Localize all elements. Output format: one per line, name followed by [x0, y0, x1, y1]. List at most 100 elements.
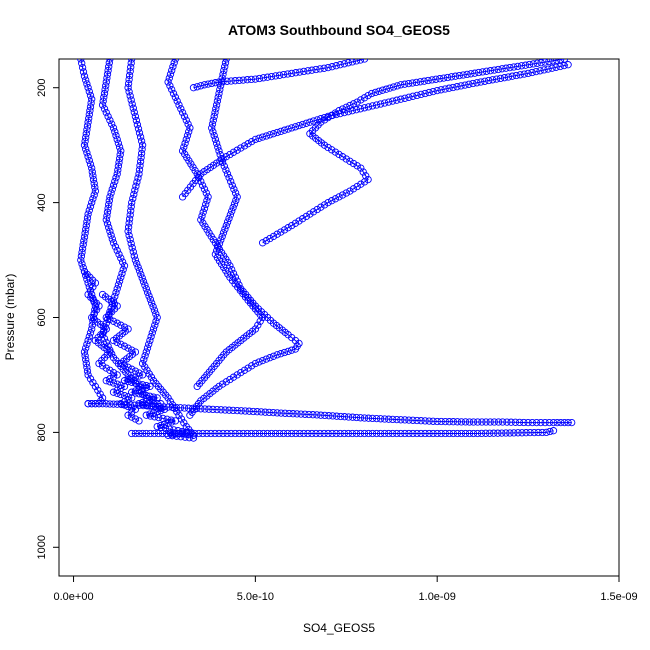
data-point — [522, 429, 530, 437]
data-point — [86, 375, 95, 383]
data-point — [300, 67, 308, 76]
data-point — [211, 79, 220, 87]
data-point — [233, 406, 241, 415]
data-point — [226, 211, 235, 219]
data-point — [83, 367, 92, 375]
data-point — [128, 365, 136, 373]
data-point — [288, 346, 296, 354]
data-point — [447, 73, 456, 81]
data-point — [118, 258, 127, 266]
data-point — [526, 428, 534, 437]
data-point — [255, 134, 263, 142]
data-point — [564, 61, 572, 69]
data-point — [349, 159, 358, 168]
data-point — [239, 76, 247, 84]
data-point — [389, 415, 397, 424]
data-point — [455, 71, 463, 80]
data-point — [237, 407, 245, 415]
data-point — [124, 84, 132, 92]
data-point — [231, 429, 239, 438]
data-point — [130, 190, 138, 199]
series-11 — [80, 267, 143, 425]
data-point — [198, 212, 206, 220]
data-point — [541, 59, 549, 66]
data-point — [503, 418, 511, 426]
data-point — [284, 125, 292, 133]
data-point — [82, 344, 90, 352]
data-point — [168, 85, 176, 94]
data-point — [223, 77, 231, 85]
data-point — [533, 59, 541, 67]
data-point — [453, 429, 462, 438]
data-point — [235, 429, 243, 438]
data-point — [375, 87, 383, 95]
data-point — [82, 130, 90, 138]
data-point — [218, 232, 226, 241]
data-point — [440, 74, 448, 82]
data-point — [457, 418, 466, 426]
y-tick-label: 1000 — [36, 535, 48, 559]
data-point — [103, 212, 111, 220]
data-point — [178, 193, 187, 201]
data-point — [297, 410, 305, 418]
data-point — [425, 88, 433, 97]
data-point — [131, 112, 140, 121]
data-point — [227, 429, 235, 438]
data-point — [515, 418, 524, 427]
data-point — [262, 355, 270, 363]
data-point — [120, 377, 129, 385]
data-point — [348, 59, 356, 66]
data-point — [401, 80, 409, 88]
data-point — [281, 409, 289, 417]
data-point — [131, 389, 140, 397]
data-point — [153, 394, 161, 402]
data-point — [545, 59, 553, 66]
data-point — [95, 359, 103, 368]
data-point — [433, 86, 441, 95]
data-point — [117, 359, 125, 368]
data-point — [92, 306, 101, 314]
data-point — [433, 429, 441, 438]
series-layer — [77, 59, 576, 442]
data-point — [424, 76, 432, 85]
data-point — [114, 139, 123, 147]
data-point — [134, 125, 143, 133]
data-point — [401, 94, 409, 102]
data-point — [289, 410, 297, 418]
data-point — [266, 131, 274, 139]
data-point — [510, 429, 518, 437]
data-point — [244, 364, 252, 372]
data-point — [552, 63, 560, 71]
data-point — [80, 233, 89, 241]
data-point — [498, 418, 507, 426]
data-point — [321, 411, 329, 420]
data-point — [416, 78, 424, 86]
data-point — [171, 59, 180, 63]
data-point — [138, 145, 146, 153]
series-line — [88, 403, 572, 424]
data-point — [534, 428, 542, 437]
data-point — [186, 411, 194, 419]
data-point — [436, 75, 444, 83]
data-point — [145, 340, 153, 348]
data-point — [106, 116, 114, 124]
data-point — [230, 200, 239, 208]
data-point — [357, 96, 365, 104]
data-point — [147, 373, 156, 381]
data-point — [381, 99, 389, 107]
data-point — [259, 74, 268, 82]
data-point — [131, 415, 140, 423]
data-point — [401, 416, 409, 424]
series-line — [262, 59, 565, 244]
data-point — [84, 210, 92, 218]
data-point — [88, 400, 96, 408]
data-point — [320, 141, 329, 149]
y-tick-label: 800 — [36, 423, 48, 441]
data-point — [141, 352, 149, 360]
data-point — [153, 422, 161, 431]
data-point — [213, 247, 221, 255]
data-point — [235, 76, 243, 85]
data-point — [149, 303, 157, 311]
data-point — [116, 151, 124, 159]
data-point — [506, 429, 514, 437]
